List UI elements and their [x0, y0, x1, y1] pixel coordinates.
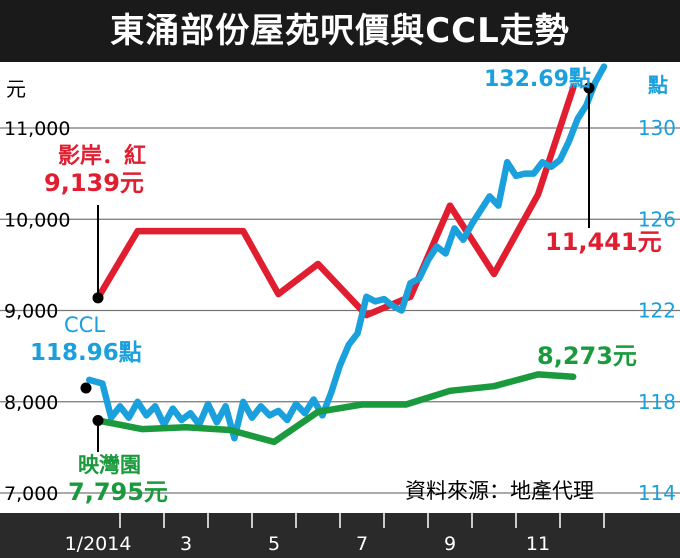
source-note: 資料來源：地產代理	[405, 479, 594, 503]
left-tick-label-0: 7,000	[4, 483, 58, 505]
island-end-value: 11,441元	[545, 228, 662, 256]
left-axis-unit: 元	[6, 77, 26, 101]
right-tick-label-2: 122	[638, 299, 676, 323]
right-tick-label-1: 118	[638, 390, 676, 414]
left-tick-label-2: 9,000	[4, 301, 58, 323]
island-start-value: 9,139元	[44, 169, 144, 197]
right-axis-unit: 點	[648, 73, 668, 97]
island-start-dot	[92, 292, 104, 304]
ccl-name-label: CCL	[64, 313, 105, 337]
ccl-end-dot	[583, 82, 595, 94]
yingwan-name-label: 映灣園	[78, 453, 141, 477]
ccl-start-value: 118.96點	[30, 340, 142, 366]
x-tick-label-5: 11	[526, 533, 550, 555]
yingwan-start-value: 7,795元	[68, 478, 168, 506]
series-line-ccl	[85, 63, 608, 442]
left-tick-label-4: 11,000	[4, 118, 70, 140]
series-line-yingwan	[94, 371, 577, 446]
title-bar: 東涌部份屋苑呎價與CCL走勢	[0, 0, 680, 62]
left-tick-label-3: 10,000	[4, 209, 70, 231]
ccl-start-dot	[80, 382, 92, 394]
x-tick-label-2: 5	[268, 533, 280, 555]
series-line-island	[94, 84, 577, 319]
x-tick-label-0: 1/2014	[65, 533, 132, 555]
x-tick-label-3: 7	[356, 533, 368, 555]
yingwan-end-value: 8,273元	[537, 342, 637, 370]
x-tick-label-4: 9	[444, 533, 456, 555]
island-name-label: 影岸．紅	[58, 143, 146, 169]
right-tick-label-4: 130	[638, 116, 676, 140]
ccl-end-value: 132.69點	[484, 67, 591, 92]
x-tick-label-1: 3	[180, 533, 192, 555]
left-tick-label-1: 8,000	[4, 392, 58, 414]
right-tick-label-3: 126	[638, 207, 676, 231]
chart-title: 東涌部份屋苑呎價與CCL走勢	[110, 11, 570, 51]
right-tick-label-0: 114	[638, 481, 676, 505]
